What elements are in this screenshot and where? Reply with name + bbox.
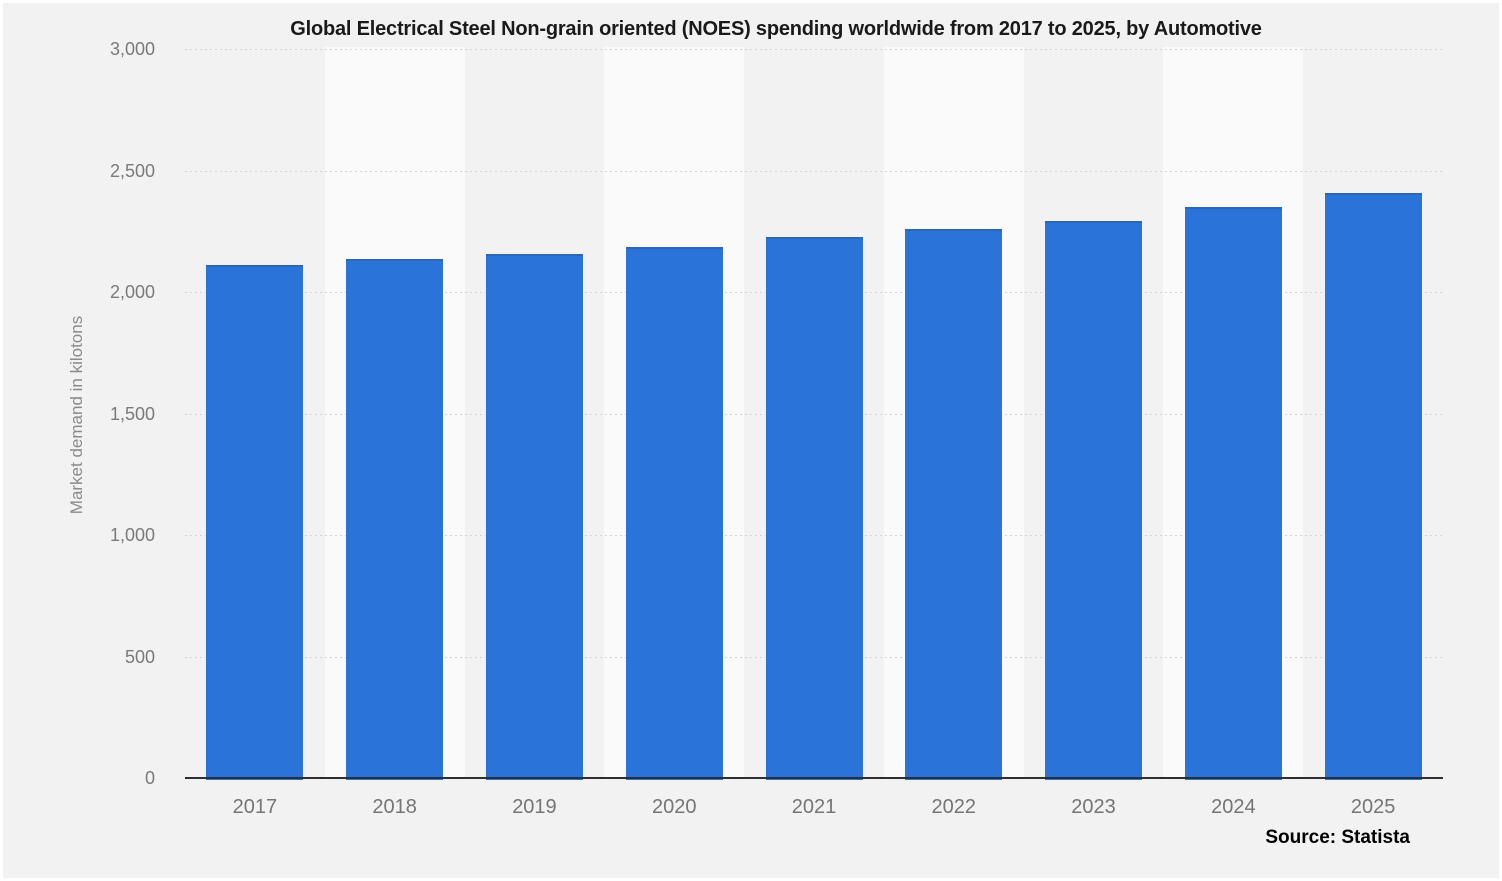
bar-2019[interactable]	[485, 254, 583, 780]
bar-2023[interactable]	[1045, 220, 1143, 780]
y-tick-label: 0	[144, 768, 155, 788]
x-tick-label-2021: 2021	[791, 796, 837, 818]
bar-2024[interactable]	[1184, 206, 1282, 780]
y-tick-label: 1,000	[109, 525, 155, 545]
x-tick-label-2017: 2017	[232, 796, 278, 818]
source-credit: Source: Statista	[1265, 827, 1410, 848]
bar-2022[interactable]	[905, 228, 1003, 780]
bar-2025[interactable]	[1324, 192, 1422, 780]
x-tick-label-2018: 2018	[372, 796, 417, 818]
gridline-3000	[185, 49, 1443, 50]
bar-2021[interactable]	[765, 236, 863, 780]
bar-2020[interactable]	[625, 246, 723, 780]
x-tick-label-2020: 2020	[651, 796, 697, 818]
x-tick-label-2025: 2025	[1350, 796, 1396, 818]
y-tick-label: 2,000	[109, 282, 155, 302]
bar-2018[interactable]	[346, 259, 444, 780]
chart-title: Global Electrical Steel Non-grain orient…	[290, 18, 1262, 40]
x-tick-label-2022: 2022	[931, 796, 977, 818]
y-tick-label: 1,500	[109, 403, 155, 424]
bar-2017[interactable]	[206, 265, 304, 780]
y-tick-label: 3,000	[109, 39, 155, 59]
gridline-2500	[185, 170, 1443, 172]
x-tick-label-2024: 2024	[1211, 796, 1256, 818]
x-tick-label-2023: 2023	[1071, 796, 1116, 818]
y-tick-label: 2,500	[109, 160, 155, 181]
x-tick-label-2019: 2019	[512, 796, 557, 818]
y-tick-label: 500	[124, 646, 155, 667]
x-axis-line	[185, 777, 1443, 779]
